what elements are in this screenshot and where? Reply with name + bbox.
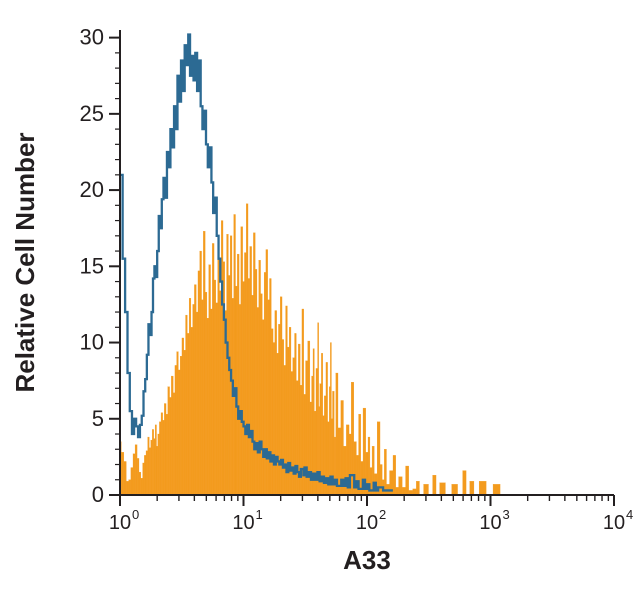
x-tick-exp: 2 — [379, 507, 386, 522]
x-axis-label: A33 — [343, 545, 391, 575]
x-tick-label: 10 — [479, 512, 501, 534]
x-tick-label: 10 — [109, 512, 131, 534]
x-tick-exp: 1 — [256, 507, 263, 522]
chart-svg: 100101102103104051015202530A33Relative C… — [0, 0, 634, 603]
y-tick-label: 5 — [92, 406, 104, 431]
y-tick-label: 15 — [80, 253, 104, 278]
y-tick-label: 0 — [92, 482, 104, 507]
y-tick-label: 20 — [80, 177, 104, 202]
flow-cytometry-histogram: 100101102103104051015202530A33Relative C… — [0, 0, 634, 603]
y-tick-label: 30 — [80, 25, 104, 50]
plot-bg — [0, 0, 634, 603]
y-axis-label: Relative Cell Number — [10, 132, 40, 392]
x-tick-label: 10 — [232, 512, 254, 534]
x-tick-exp: 0 — [132, 507, 139, 522]
x-tick-exp: 3 — [503, 507, 510, 522]
x-tick-label: 10 — [356, 512, 378, 534]
y-tick-label: 10 — [80, 330, 104, 355]
y-tick-label: 25 — [80, 101, 104, 126]
x-tick-exp: 4 — [626, 507, 633, 522]
x-tick-label: 10 — [603, 512, 625, 534]
